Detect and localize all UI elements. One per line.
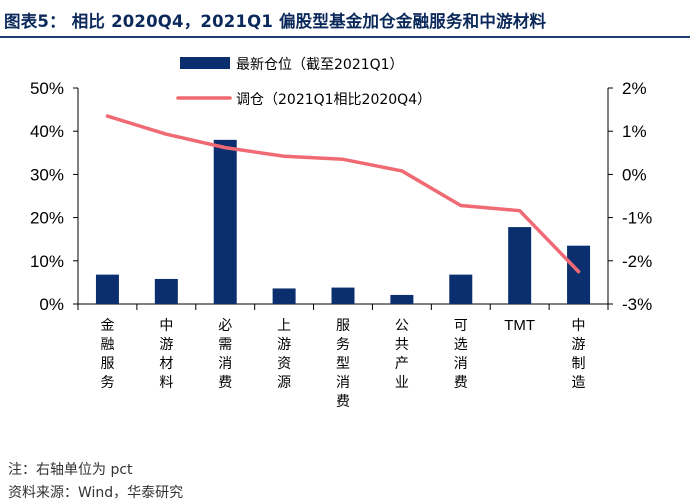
- y-left-tick-label: 50%: [30, 79, 64, 98]
- x-category-label: 上游资源: [277, 318, 291, 391]
- bar-8: [567, 245, 591, 304]
- bar-0: [95, 274, 119, 304]
- bar-3: [272, 288, 296, 304]
- chart-canvas: 0% 10% 20% 30% 40% 50% -3% -2% -1% 0% 1% 2% 金融服务 中游材料…: [30, 57, 652, 410]
- chart-title: 图表5： 相比 2020Q4，2021Q1 偏股型基金加仓金融服务和中游材料: [4, 12, 547, 31]
- bar-2: [213, 139, 237, 304]
- y-left-tick-label: 20%: [30, 209, 64, 228]
- bar-5: [390, 294, 414, 304]
- x-category-label: 中游制造: [572, 318, 586, 391]
- bar-1: [154, 278, 178, 304]
- x-category-label: 公共产业: [395, 318, 409, 391]
- line-series-adjustment: [105, 114, 581, 274]
- y-right-tick-label: 2%: [622, 79, 647, 98]
- legend-label-line: 调仓（2021Q1相比2020Q4）: [236, 92, 431, 108]
- footnote-source: 资料来源：Wind，华泰研究: [8, 485, 184, 501]
- x-category-label: 金融服务: [100, 318, 114, 391]
- bar-4: [331, 287, 355, 304]
- y-left-tick-label: 30%: [30, 165, 64, 184]
- x-category-label: 服务型消费: [336, 318, 350, 410]
- x-category-label: TMT: [504, 317, 535, 334]
- y-left-tick-label: 40%: [30, 122, 64, 141]
- y-right-tick-label: 0%: [622, 165, 647, 184]
- x-category-label: 必需消费: [218, 318, 232, 391]
- y-right-tick-label: -1%: [622, 209, 652, 228]
- y-left-tick-label: 10%: [30, 252, 64, 271]
- footnote-note: 注：右轴单位为 pct: [8, 462, 133, 478]
- x-category-label: 中游材料: [159, 318, 173, 391]
- bar-7: [508, 227, 532, 304]
- title-divider: [0, 36, 690, 38]
- y-right-tick-label: -3%: [622, 295, 652, 314]
- legend-label-bar: 最新仓位（截至2021Q1）: [236, 57, 404, 73]
- bar-6: [449, 274, 473, 304]
- y-right-tick-label: -2%: [622, 252, 652, 271]
- y-right-tick-label: 1%: [622, 122, 647, 141]
- chart-header: 图表5： 相比 2020Q4，2021Q1 偏股型基金加仓金融服务和中游材料: [0, 0, 690, 38]
- legend-swatch-bar: [180, 57, 230, 69]
- y-left-tick-label: 0%: [39, 295, 64, 314]
- x-category-label: 可选消费: [454, 318, 468, 391]
